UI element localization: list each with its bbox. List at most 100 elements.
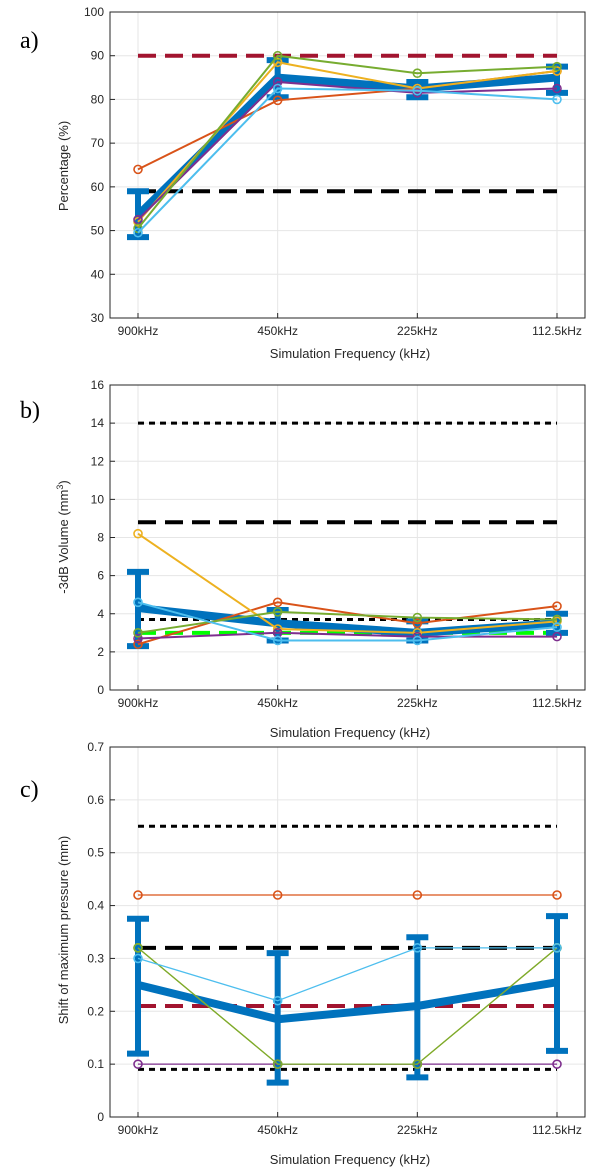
x-axis-label: Simulation Frequency (kHz) <box>270 725 430 740</box>
y-tick-label: 0.7 <box>87 740 104 754</box>
series-marker <box>272 95 283 106</box>
series-marker <box>412 943 423 953</box>
y-tick-label: 10 <box>91 492 105 506</box>
y-tick-label: 0.6 <box>87 793 104 807</box>
y-tick-label: 0.4 <box>87 899 104 913</box>
series-marker <box>133 953 143 964</box>
y-axis-label: -3dB Volume (mm3) <box>55 480 71 593</box>
axes-frame <box>109 11 586 319</box>
x-axis-label: Simulation Frequency (kHz) <box>270 1152 430 1167</box>
y-tick-label: 14 <box>91 416 105 430</box>
y-tick-label: 0.1 <box>87 1057 104 1071</box>
y-tick-label: 4 <box>97 607 104 621</box>
series-marker <box>552 601 562 611</box>
series-marker <box>133 227 143 238</box>
series-marker <box>552 61 562 72</box>
x-tick-label: 450kHz <box>257 324 298 338</box>
y-tick-label: 8 <box>97 531 104 545</box>
y-tick-label: 70 <box>91 136 105 150</box>
y-tick-label: 40 <box>91 267 105 281</box>
axes-frame <box>109 746 586 1118</box>
series-marker <box>272 607 283 617</box>
y-axis-label-tail: ) <box>56 480 71 484</box>
y-tick-label: 0.3 <box>87 951 104 965</box>
series-marker <box>272 83 283 94</box>
panel-label: c) <box>20 777 39 803</box>
y-axis-label: Percentage (%) <box>56 121 71 211</box>
series-marker <box>272 635 283 646</box>
y-tick-label: 16 <box>91 378 105 392</box>
y-tick-label: 6 <box>97 569 104 583</box>
series-line <box>137 532 558 634</box>
y-tick-label: 12 <box>91 454 105 468</box>
series-line <box>137 947 557 1002</box>
x-tick-label: 112.5kHz <box>532 696 582 710</box>
y-tick-label: 2 <box>97 645 104 659</box>
x-tick-label: 112.5kHz <box>532 1123 582 1137</box>
series-marker <box>552 83 562 94</box>
y-tick-label: 100 <box>84 5 104 19</box>
x-tick-label: 900kHz <box>118 1123 159 1137</box>
series-marker <box>272 77 283 87</box>
chart-panel-a: a) Simulation Frequency (kHz) Percentage… <box>20 5 586 361</box>
series-marker <box>133 164 143 175</box>
series-marker <box>272 1059 283 1069</box>
series-marker <box>552 943 562 953</box>
mean-line <box>137 978 558 1024</box>
series-marker <box>412 618 423 629</box>
mean-line <box>135 73 558 219</box>
x-tick-label: 900kHz <box>118 696 159 710</box>
series-line <box>137 54 558 230</box>
series-marker <box>133 890 143 900</box>
y-axis-label-main: -3dB Volume (mm <box>56 490 71 594</box>
y-tick-label: 0.2 <box>87 1004 104 1018</box>
series-marker <box>412 85 423 96</box>
series-line <box>137 80 558 221</box>
series-marker <box>412 68 423 78</box>
series-marker <box>272 597 283 608</box>
y-tick-label: 50 <box>91 224 105 238</box>
x-tick-label: 225kHz <box>397 324 438 338</box>
y-axis-label: Shift of maximum pressure (mm) <box>56 836 71 1025</box>
x-axis-label: Simulation Frequency (kHz) <box>270 346 430 361</box>
y-tick-label: 60 <box>91 180 105 194</box>
series-marker <box>552 1059 562 1069</box>
y-tick-label: 90 <box>91 49 105 63</box>
y-axis-label-sup: 3 <box>55 485 65 490</box>
panel-label: a) <box>20 28 39 54</box>
series-line <box>137 601 558 642</box>
chart-panel-c: c) Simulation Frequency (kHz) Shift of m… <box>20 740 586 1167</box>
series-marker <box>133 528 143 539</box>
series-marker <box>133 597 143 608</box>
series-line <box>137 87 558 234</box>
x-tick-label: 450kHz <box>257 696 298 710</box>
series-marker <box>133 639 143 650</box>
series-marker <box>412 890 423 900</box>
series-marker <box>133 1059 143 1069</box>
y-tick-label: 0 <box>97 1110 104 1124</box>
series-marker <box>272 890 283 900</box>
series-marker <box>272 57 283 68</box>
series-marker <box>272 50 283 61</box>
x-tick-label: 225kHz <box>397 696 438 710</box>
series-marker <box>552 622 562 632</box>
series-marker <box>133 633 143 644</box>
y-tick-label: 0.5 <box>87 846 104 860</box>
series-marker <box>272 995 283 1006</box>
series-marker <box>133 943 143 953</box>
panel-label: b) <box>20 398 40 424</box>
x-tick-label: 450kHz <box>257 1123 298 1137</box>
series-line <box>137 947 558 1065</box>
y-tick-label: 0 <box>97 683 104 697</box>
series-marker <box>552 890 562 900</box>
series-line <box>137 631 557 640</box>
x-tick-label: 112.5kHz <box>532 324 582 338</box>
x-tick-label: 225kHz <box>397 1123 438 1137</box>
series-marker <box>133 628 143 638</box>
series-marker <box>412 612 423 623</box>
x-tick-label: 900kHz <box>118 324 159 338</box>
chart-panel-b: b) Simulation Frequency (kHz) -3dB Volum… <box>20 378 586 740</box>
y-tick-label: 80 <box>91 92 105 106</box>
series-marker <box>412 1059 423 1069</box>
